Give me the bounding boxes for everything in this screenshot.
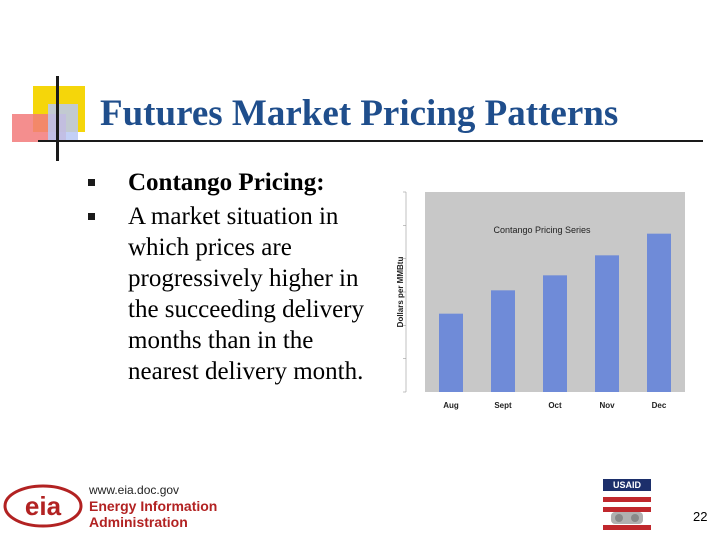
- usaid-label: USAID: [603, 479, 651, 491]
- decor-blue-square: [48, 104, 78, 142]
- chart-x-tick-label: Nov: [599, 401, 615, 410]
- bullet-list: Contango Pricing: A market situation in …: [88, 167, 388, 390]
- chart-x-tick-label: Oct: [548, 401, 562, 410]
- chart-title: Contango Pricing Series: [493, 225, 591, 235]
- eia-url: www.eia.doc.gov: [89, 483, 180, 497]
- eia-logo-text: eia: [25, 491, 62, 521]
- chart-bars: [439, 233, 671, 392]
- chart-x-tick-label: Sept: [494, 401, 512, 410]
- eia-org-line2: Administration: [89, 514, 188, 530]
- chart-x-tick-label: Dec: [652, 401, 667, 410]
- usaid-logo: USAID: [603, 479, 651, 537]
- title-underline: [38, 140, 703, 142]
- square-bullet-icon: [88, 179, 95, 186]
- eia-logo: eia www.eia.doc.gov Energy Information A…: [3, 480, 233, 530]
- page-number: 22: [693, 509, 708, 524]
- contango-chart: Contango Pricing Series Dollars per MMBt…: [396, 191, 685, 410]
- decor-vertical-line: [56, 76, 59, 161]
- chart-bar-nov: [595, 255, 619, 392]
- chart-y-axis-label: Dollars per MMBtu: [396, 257, 405, 328]
- chart-bar-dec: [647, 233, 671, 392]
- chart-x-tick-label: Aug: [443, 401, 459, 410]
- eia-org-line1: Energy Information: [89, 498, 218, 514]
- chart-bar-oct: [543, 275, 567, 392]
- bullet-heading: Contango Pricing:: [128, 169, 325, 196]
- bullet-item: Contango Pricing:: [88, 167, 388, 198]
- chart-y-ticks: [403, 191, 406, 393]
- square-bullet-icon: [88, 213, 95, 220]
- bullet-item: A market situation in which prices are p…: [88, 201, 388, 387]
- handshake-flag-icon: [603, 491, 651, 537]
- chart-x-ticks: Aug Sept Oct Nov Dec: [443, 401, 667, 410]
- bullet-text: A market situation in which prices are p…: [128, 203, 365, 385]
- eia-emblem-icon: eia: [3, 484, 83, 528]
- chart-bar-sept: [491, 290, 515, 392]
- chart-bar-aug: [439, 313, 463, 392]
- slide-title: Futures Market Pricing Patterns: [100, 93, 619, 134]
